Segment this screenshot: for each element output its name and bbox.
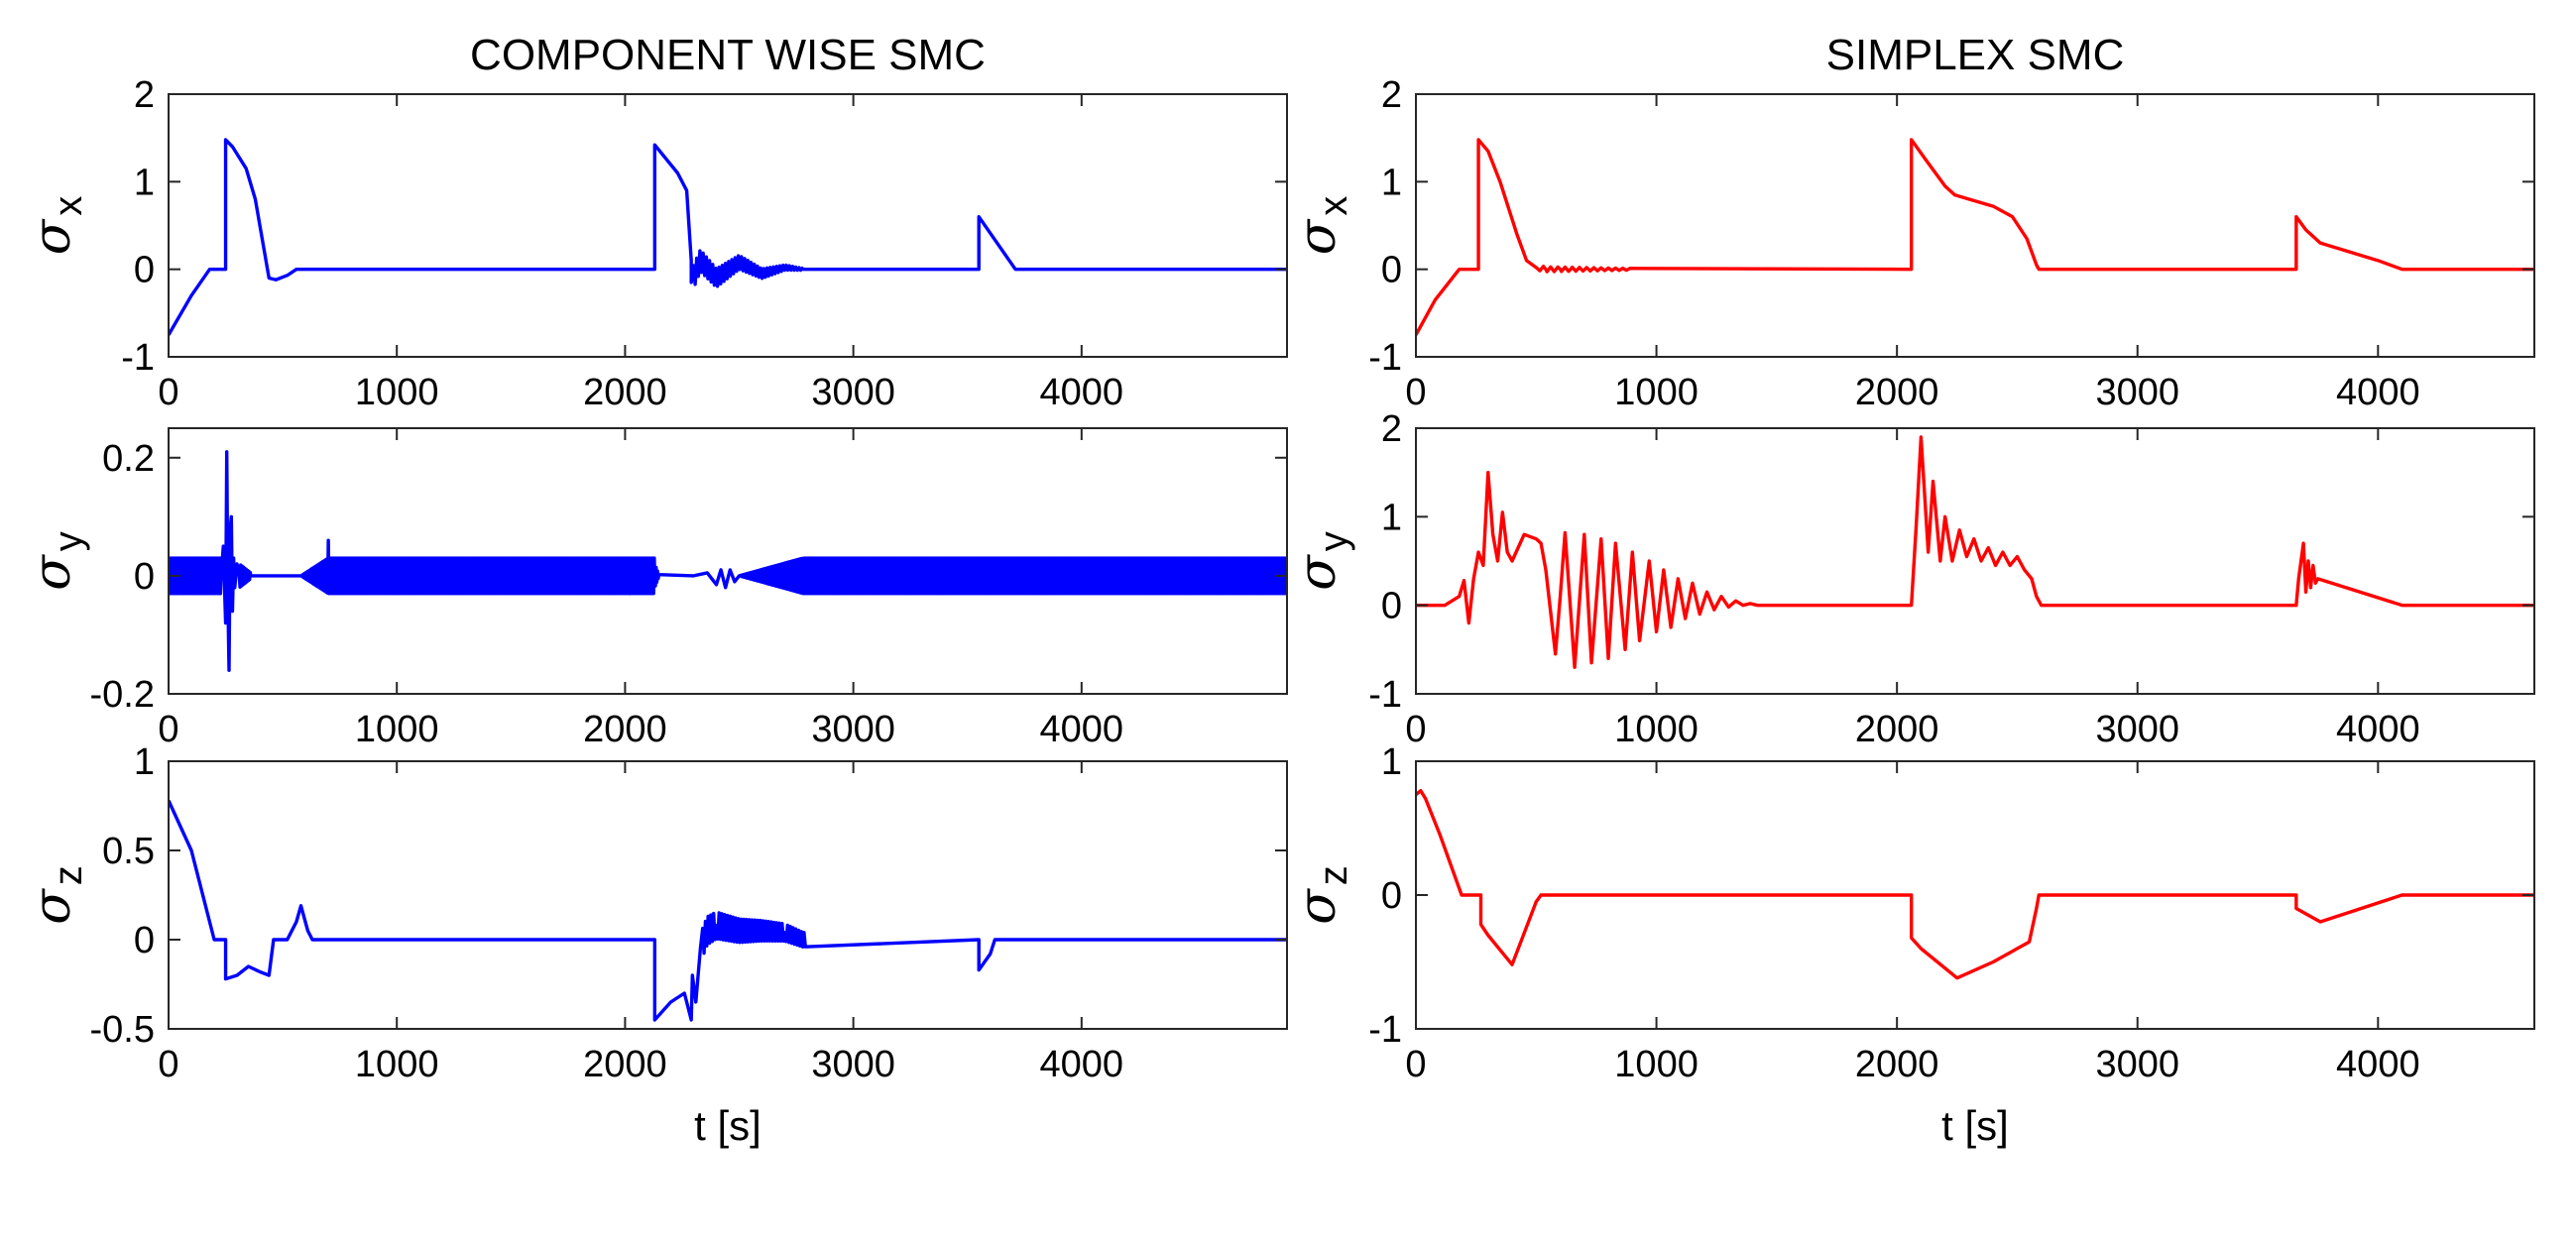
- y-tick-label: 0.5: [102, 831, 155, 872]
- x-tick-label: 3000: [2095, 372, 2179, 413]
- x-tick-label: 2000: [583, 709, 667, 750]
- series-line-sx-x: [1416, 138, 2534, 336]
- axes-box-sx-y: [1415, 427, 2535, 695]
- subplot-title: SIMPLEX SMC: [1826, 31, 2125, 79]
- x-tick-label: 3000: [2095, 1044, 2179, 1085]
- x-tick-label: 1000: [1614, 709, 1698, 750]
- x-tick-label: 0: [1405, 709, 1426, 750]
- y-axis-symbol: σ: [1288, 888, 1347, 925]
- y-axis-subscript: y: [47, 531, 90, 551]
- y-tick-label: -1: [1368, 1009, 1402, 1051]
- x-tick-label: 2000: [1855, 1044, 1939, 1085]
- x-tick-label: 4000: [2336, 709, 2420, 750]
- y-tick-label: 1: [134, 162, 155, 203]
- series-line-sx-z: [1416, 789, 2534, 980]
- y-axis-label: σz: [23, 865, 90, 925]
- y-tick-label: 2: [134, 74, 155, 116]
- y-axis-subscript: z: [47, 865, 90, 885]
- subplot-cw-z: 0 1000 2000 3000 4000-0.500.51t [s]σz: [23, 741, 1288, 1149]
- y-axis-symbol: σ: [1288, 554, 1347, 591]
- x-tick-label: 4000: [1040, 1044, 1124, 1085]
- y-tick-label: 1: [1381, 497, 1402, 538]
- y-axis-subscript: x: [1312, 196, 1355, 216]
- axes-box-cw-y: [168, 427, 1288, 695]
- y-axis-label: σx: [23, 196, 90, 256]
- y-axis-symbol: σ: [23, 218, 82, 255]
- x-tick-label: 0: [1405, 1044, 1426, 1085]
- series-line-cw-z: [169, 799, 1287, 1022]
- x-tick-label: 3000: [811, 709, 895, 750]
- y-axis-subscript: y: [1312, 531, 1355, 551]
- x-axis-label: t [s]: [1941, 1102, 2009, 1149]
- y-tick-label: 0: [1381, 875, 1402, 917]
- x-tick-label: 2000: [583, 1044, 667, 1085]
- x-tick-label: 2000: [583, 372, 667, 413]
- x-tick-label: 4000: [2336, 1044, 2420, 1085]
- x-tick-label: 4000: [1040, 709, 1124, 750]
- x-tick-label: 1000: [355, 709, 439, 750]
- y-tick-label: -0.5: [90, 1009, 155, 1051]
- subplot-cw-y: 0 1000 2000 3000 4000-0.200.2σy: [23, 427, 1288, 750]
- series-line-cw-x: [169, 138, 1287, 336]
- y-tick-label: 2: [1381, 408, 1402, 450]
- y-axis-subscript: x: [47, 196, 90, 216]
- y-tick-label: 0: [134, 250, 155, 291]
- x-tick-label: 1000: [355, 372, 439, 413]
- x-tick-label: 3000: [811, 1044, 895, 1085]
- x-tick-label: 1000: [355, 1044, 439, 1085]
- x-tick-label: 2000: [1855, 372, 1939, 413]
- series-line-cw-y: [169, 450, 1287, 672]
- y-tick-label: 0: [1381, 250, 1402, 291]
- y-axis-symbol: σ: [23, 554, 82, 591]
- y-axis-label: σy: [1288, 531, 1355, 591]
- x-tick-label: 2000: [1855, 709, 1939, 750]
- series-line-sx-y: [1416, 435, 2534, 669]
- y-tick-label: 1: [134, 741, 155, 783]
- x-tick-label: 0: [1405, 372, 1426, 413]
- y-tick-label: 0: [134, 556, 155, 598]
- y-tick-label: 0: [1381, 586, 1402, 627]
- y-axis-symbol: σ: [23, 888, 82, 925]
- subplot-title: COMPONENT WISE SMC: [470, 31, 986, 79]
- y-axis-symbol: σ: [1288, 218, 1347, 255]
- x-tick-label: 0: [158, 372, 178, 413]
- x-tick-label: 1000: [1614, 1044, 1698, 1085]
- y-tick-label: 0.2: [102, 438, 155, 480]
- x-tick-label: 3000: [2095, 709, 2179, 750]
- y-axis-label: σy: [23, 531, 90, 591]
- y-tick-label: -1: [121, 337, 155, 379]
- y-axis-label: σx: [1288, 196, 1355, 256]
- axes-box-cw-z: [168, 760, 1288, 1030]
- y-tick-label: -1: [1368, 674, 1402, 716]
- x-tick-label: 4000: [2336, 372, 2420, 413]
- axes-box-sx-x: [1415, 93, 2535, 358]
- y-tick-label: 1: [1381, 162, 1402, 203]
- y-tick-label: 2: [1381, 74, 1402, 116]
- y-tick-label: -1: [1368, 337, 1402, 379]
- y-axis-label: σz: [1288, 865, 1355, 925]
- y-axis-subscript: z: [1312, 865, 1355, 885]
- x-tick-label: 4000: [1040, 372, 1124, 413]
- axes-box-cw-x: [168, 93, 1288, 358]
- x-tick-label: 0: [158, 1044, 178, 1085]
- y-tick-label: 0: [134, 920, 155, 961]
- x-tick-label: 0: [158, 709, 178, 750]
- y-tick-label: 1: [1381, 741, 1402, 783]
- x-axis-label: t [s]: [694, 1102, 761, 1149]
- y-tick-label: -0.2: [90, 674, 155, 716]
- x-tick-label: 1000: [1614, 372, 1698, 413]
- x-tick-label: 3000: [811, 372, 895, 413]
